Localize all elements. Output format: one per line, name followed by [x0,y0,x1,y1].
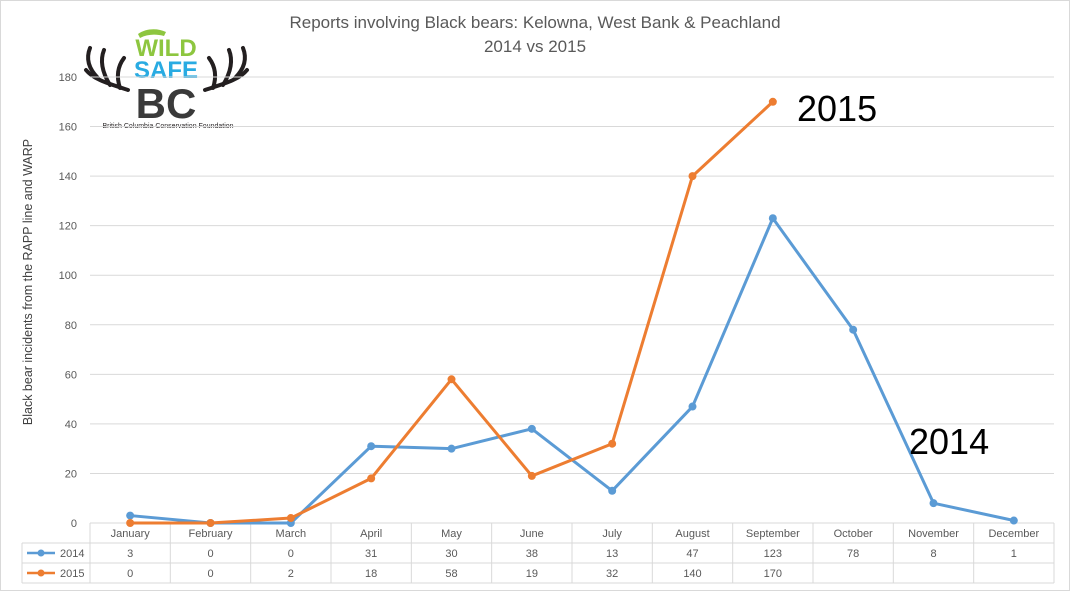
data-point-2014 [367,442,376,451]
table-cell: 123 [764,548,782,560]
x-tick-label: January [111,528,151,540]
x-tick-label: March [276,528,307,540]
table-cell: 0 [288,548,294,560]
x-tick-label: November [908,528,959,540]
x-tick-label: February [188,528,233,540]
table-cell: 0 [207,568,213,580]
data-point-2014 [768,214,777,223]
y-tick-label: 0 [71,518,77,530]
chart-title: Reports involving Black bears: Kelowna, … [289,13,781,32]
table-cell: 78 [847,548,859,560]
series-line-2015 [130,100,774,525]
data-point-2015 [447,375,456,384]
x-tick-label: April [360,528,382,540]
data-point-2015 [608,439,617,448]
data-point-2015 [367,474,376,483]
data-point-2014 [1009,516,1018,525]
data-point-2014 [608,486,617,495]
y-tick-label: 120 [59,221,77,233]
data-point-2015 [126,519,135,527]
legend-label-2014: 2014 [60,548,84,560]
table-cell: 140 [683,568,701,580]
table-cell: 47 [686,548,698,560]
x-tick-label: December [988,528,1039,540]
x-tick-label: June [520,528,544,540]
logo-bc-text: BC [136,80,197,127]
annotation-2014: 2014 [909,421,990,462]
x-tick-label: August [675,528,709,540]
x-tick-label: September [746,528,800,540]
data-point-2014 [447,444,456,453]
y-tick-label: 80 [65,320,77,332]
data-point-2014 [849,325,858,334]
logo-wild-text: WILD [135,35,196,62]
y-tick-label: 160 [59,122,77,134]
data-point-2014 [527,424,536,433]
data-point-2015 [286,514,295,523]
table-cell: 13 [606,548,618,560]
annotation-2015: 2015 [797,88,878,129]
data-point-2014 [929,499,938,508]
data-point-2015 [527,471,536,480]
legend-marker-2015 [37,569,45,577]
x-tick-label: October [834,528,873,540]
chart-subtitle: 2014 vs 2015 [483,37,587,56]
data-point-2014 [126,511,135,520]
y-tick-label: 20 [65,468,77,480]
data-point-2014 [688,402,697,411]
y-tick-label: 140 [59,171,77,183]
logo-safe-text: SAFE [134,57,198,84]
series-line-2014 [130,216,1015,525]
table-cell: 8 [930,548,936,560]
y-tick-label: 180 [59,72,77,84]
table-cell: 3 [127,548,133,560]
y-tick-label: 60 [65,369,77,381]
y-tick-label: 40 [65,419,77,431]
table-cell: 1 [1011,548,1017,560]
data-point-2015 [688,172,697,181]
table-cell: 2 [288,568,294,580]
table-cell: 32 [606,568,618,580]
table-cell: 18 [365,568,377,580]
table-cell: 170 [764,568,782,580]
table-cell: 0 [207,548,213,560]
table-cell: 19 [526,568,538,580]
table-cell: 31 [365,548,377,560]
table-cell: 0 [127,568,133,580]
legend-marker-2014 [37,549,45,557]
x-tick-label: May [441,528,462,540]
legend-label-2015: 2015 [60,568,84,580]
y-tick-label: 100 [59,270,77,282]
table-cell: 38 [526,548,538,560]
data-point-2015 [768,97,777,106]
table-cell: 30 [445,548,457,560]
table-cell: 58 [445,568,457,580]
x-tick-label: July [602,528,622,540]
data-point-2015 [206,519,215,527]
